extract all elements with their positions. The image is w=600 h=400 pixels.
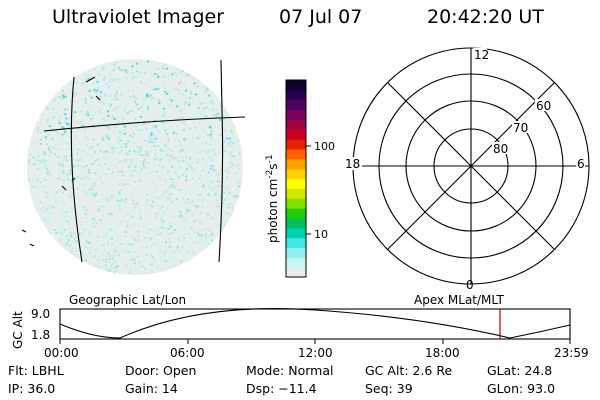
- colorbar-frame: [285, 79, 307, 278]
- colorbar-scale: [286, 80, 306, 278]
- gain-info: Gain: 14: [125, 381, 178, 396]
- grid-longitude-line: [70, 76, 83, 263]
- geographic-grid: [21, 59, 246, 263]
- colorbar-step: [286, 178, 306, 189]
- glon-info: GLon: 93.0: [487, 381, 556, 396]
- timeline-left-title: Geographic Lat/Lon: [69, 293, 186, 307]
- mlt-label-6: 6: [577, 157, 585, 171]
- colorbar-step: [286, 257, 306, 268]
- grid-latitude-line: [43, 116, 246, 132]
- colorbar-step: [286, 198, 306, 209]
- mlt-label-18: 18: [345, 157, 360, 171]
- polar-diagonal: [387, 82, 555, 250]
- colorbar-step: [286, 208, 306, 219]
- time-label: 20:42:20 UT: [427, 6, 544, 28]
- mlat-label-70: 70: [513, 121, 528, 135]
- mlat-label-60: 60: [536, 99, 551, 113]
- x-tick-0600: 06:00: [170, 346, 205, 360]
- x-tick-1200: 12:00: [298, 346, 333, 360]
- filter-info: Flt: LBHL: [8, 363, 64, 378]
- seq-info: Seq: 39: [365, 381, 413, 396]
- x-tick-0000: 00:00: [44, 346, 79, 360]
- mlt-label-12: 12: [474, 48, 489, 62]
- date-label: 07 Jul 07: [279, 6, 363, 28]
- mlat-label-80: 80: [493, 142, 508, 156]
- colorbar-step: [286, 99, 306, 111]
- y-axis-label: GC Alt: [11, 311, 25, 349]
- colorbar-step: [286, 168, 306, 180]
- dsp-info: Dsp: −11.4: [246, 381, 317, 396]
- instrument-title: Ultraviolet Imager: [52, 6, 225, 28]
- colorbar-step: [286, 119, 306, 130]
- colorbar-step: [286, 227, 306, 239]
- timeline-right-title: Apex MLat/MLT: [414, 293, 504, 307]
- x-tick-2359: 23:59: [554, 346, 589, 360]
- grid-tick-marks: [21, 76, 101, 247]
- colorbar-step: [286, 267, 306, 278]
- x-tick-1800: 18:00: [425, 346, 460, 360]
- colorbar-tick-label-10: 10: [314, 228, 328, 241]
- colorbar-step: [286, 217, 306, 229]
- colorbar-step: [286, 89, 306, 101]
- colorbar-step: [286, 80, 306, 91]
- emission-speckles: [27, 59, 243, 275]
- colorbar-step: [286, 109, 306, 120]
- door-info: Door: Open: [125, 363, 197, 378]
- colorbar-step: [286, 129, 306, 140]
- ip-info: IP: 36.0: [8, 381, 56, 396]
- colorbar-step: [286, 139, 306, 150]
- colorbar-unit-label: photon cm-2s-1: [265, 154, 280, 243]
- y-tick-1-8: 1.8: [31, 328, 50, 342]
- colorbar-step: [286, 158, 306, 170]
- colorbar-step: [286, 188, 306, 199]
- altitude-curve: [59, 308, 571, 339]
- y-tick-9: 9.0: [31, 307, 50, 321]
- colorbar-step: [286, 247, 306, 258]
- colorbar-tick-label-100: 100: [314, 140, 335, 153]
- gc-alt-info: GC Alt: 2.6 Re: [365, 363, 453, 378]
- colorbar-step: [286, 237, 306, 249]
- grid-longitude-line: [218, 59, 224, 263]
- mode-info: Mode: Normal: [246, 363, 334, 378]
- glat-info: GLat: 24.8: [487, 363, 553, 378]
- colorbar-step: [286, 148, 306, 160]
- mlt-label-0: 0: [466, 278, 474, 292]
